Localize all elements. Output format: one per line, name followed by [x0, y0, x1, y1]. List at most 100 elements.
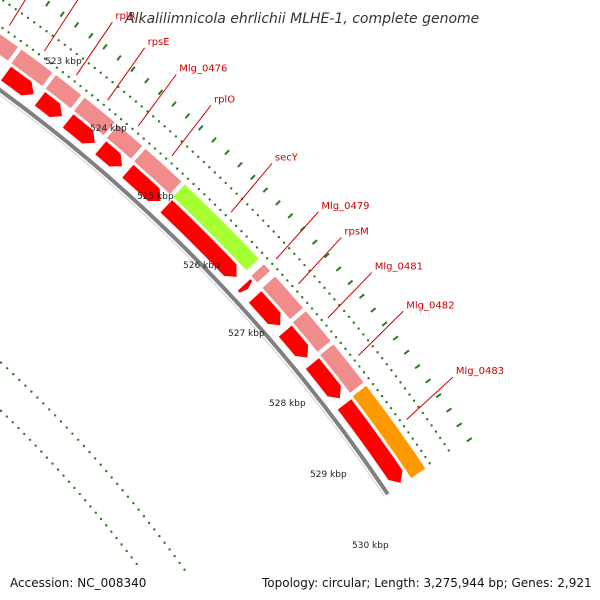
guide-dot	[115, 482, 119, 486]
gene-label-Mlg_0481[interactable]: Mlg_0481	[375, 262, 423, 273]
minor-tick	[224, 149, 230, 156]
minor-tick	[102, 43, 108, 50]
tick-dot	[148, 142, 151, 145]
tick-dot	[91, 94, 94, 97]
tick-dot	[79, 84, 82, 88]
guide-dot	[56, 468, 60, 471]
gene-band-rplO[interactable]	[132, 147, 183, 196]
minor-tick	[445, 407, 453, 413]
cds-arrow-rplR[interactable]	[33, 90, 64, 119]
tick-dot	[105, 76, 108, 79]
minor-tick	[237, 161, 243, 168]
gene-band-Mlg_0481[interactable]	[291, 309, 333, 354]
cds-arrow-rplO[interactable]	[120, 163, 162, 203]
guide-dot	[24, 384, 27, 387]
tick-dot	[93, 66, 96, 70]
tick-dot	[330, 330, 333, 333]
tick-dot	[186, 177, 190, 181]
minor-tick	[347, 279, 354, 286]
cds-arrow-rplF[interactable]	[0, 65, 35, 97]
gene-band-secY[interactable]	[171, 183, 261, 272]
cds-arrow-Mlg_0479[interactable]	[236, 277, 254, 294]
guide-dot	[17, 426, 20, 430]
tick-dot	[85, 89, 88, 92]
tick-dot	[192, 182, 195, 186]
tick-dot	[119, 117, 123, 121]
kbp-labels: 523 kbp 524 kbp 525 kbp 526 kbp 527 kbp 528 k…	[45, 57, 389, 551]
tick-dot	[7, 31, 10, 34]
gene-label-rplR[interactable]: rplR	[115, 11, 135, 22]
gene-label-Mlg_0482[interactable]: Mlg_0482	[406, 300, 454, 311]
minor-tick	[45, 0, 51, 7]
tick-dot	[142, 137, 145, 140]
kbp-label: 523 kbp	[45, 57, 82, 67]
tick-dot	[282, 241, 286, 244]
tick-dot	[313, 275, 316, 278]
tick-dot	[213, 203, 217, 206]
tick-dot	[320, 318, 323, 322]
gene-label-Mlg_0479[interactable]: Mlg_0479	[321, 201, 369, 212]
cds-arrow-Mlg_0482[interactable]	[304, 356, 342, 400]
cds-arrow-Mlg_0476[interactable]	[93, 139, 124, 168]
map-title: Alkalilimnicola ehrlichii MLHE-1, comple…	[124, 11, 479, 27]
tick-dot	[421, 411, 425, 415]
gene-band-rpsE[interactable]	[72, 96, 117, 137]
cds-arrow-rpsM[interactable]	[247, 289, 282, 327]
gene-band-rpsH[interactable]	[0, 24, 20, 63]
tick-dot	[81, 57, 85, 60]
guide-dot	[99, 517, 103, 521]
guide-dot	[158, 534, 161, 538]
guide-dot	[34, 444, 37, 447]
tick-dot	[265, 257, 269, 260]
tick-dot	[61, 71, 65, 74]
guide-dot	[178, 561, 181, 565]
guide-dot	[78, 492, 82, 496]
minor-tick	[184, 112, 191, 119]
minor-tick	[130, 66, 136, 73]
gene-band-Mlg_0479[interactable]	[250, 262, 272, 284]
tick-dot	[229, 187, 233, 190]
gene-label-Mlg_0476[interactable]: Mlg_0476	[179, 64, 227, 75]
gene-label-secY[interactable]: secY	[275, 152, 299, 163]
minor-tick	[335, 266, 342, 272]
guide-dot	[30, 390, 33, 393]
tick-dot	[339, 341, 342, 345]
tick-dot	[399, 381, 402, 384]
tick-dot	[261, 219, 265, 222]
cds-arrow-Mlg_0483[interactable]	[336, 397, 404, 485]
tick-dot	[328, 292, 331, 295]
tick-dot	[99, 71, 102, 74]
cds-arrow-secY[interactable]	[159, 198, 238, 278]
gene-band-Mlg_0482[interactable]	[318, 342, 365, 395]
gene-band-rplR[interactable]	[44, 73, 83, 110]
gene-band-rpsM[interactable]	[261, 275, 305, 321]
tick-dot	[408, 393, 411, 396]
gene-band-rplF[interactable]	[10, 48, 54, 88]
guide-dot	[28, 438, 32, 441]
minor-tick	[425, 378, 432, 384]
tick-dot	[367, 377, 370, 380]
kbp-label: 526 kbp	[183, 261, 220, 271]
gene-band-Mlg_0483[interactable]	[351, 384, 427, 480]
gene-band-Mlg_0476[interactable]	[105, 123, 144, 161]
tick-dot	[296, 290, 299, 293]
tick-dot	[352, 321, 356, 324]
minor-tick	[275, 200, 281, 206]
tick-dot	[108, 108, 111, 111]
guide-dot	[94, 511, 97, 514]
kbp-label: 527 kbp	[228, 329, 265, 339]
gene-label-rpsM[interactable]: rpsM	[344, 226, 368, 237]
tick-dot	[434, 430, 438, 433]
accession-label: Accession: NC_008340	[10, 576, 146, 590]
gene-label-rpsE[interactable]: rpsE	[148, 37, 170, 48]
cds-arrow-Mlg_0481[interactable]	[277, 324, 310, 359]
gene-label-Mlg_0483[interactable]: Mlg_0483	[456, 366, 504, 377]
tick-dot	[31, 48, 35, 52]
cds-arrow-rpsE[interactable]	[61, 112, 96, 145]
tick-dot	[49, 61, 53, 65]
gene-label-rplO[interactable]: rplO	[214, 94, 235, 105]
tick-dot	[303, 263, 306, 267]
tick-dot	[2, 0, 5, 2]
genome-backbone	[0, 87, 390, 497]
